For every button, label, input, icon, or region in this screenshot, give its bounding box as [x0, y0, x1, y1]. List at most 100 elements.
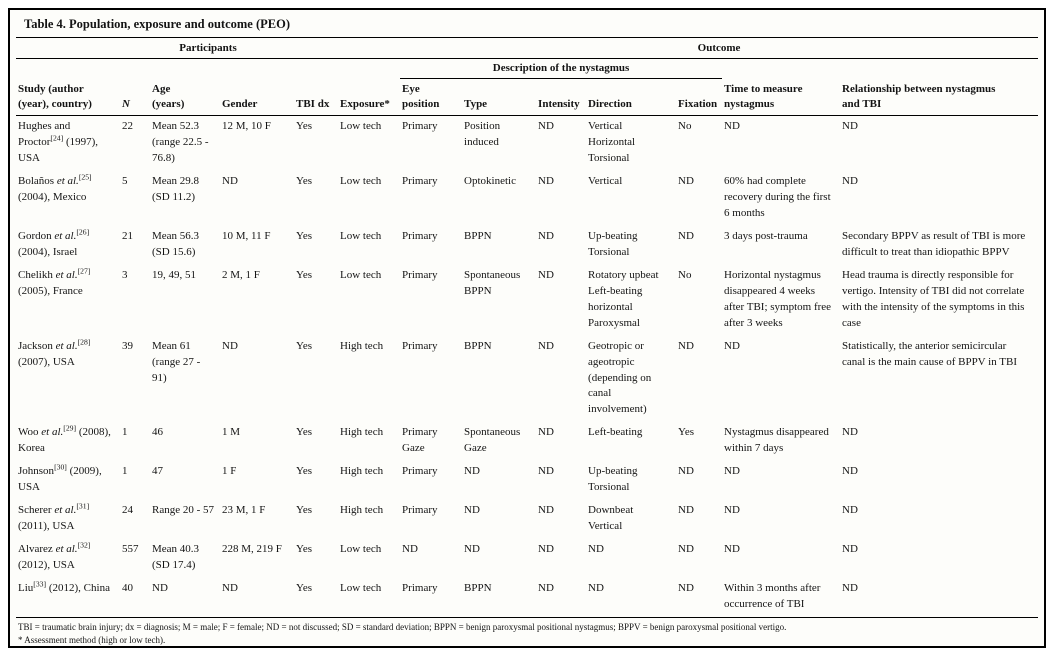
table-cell: Up-beating Torsional: [588, 465, 638, 494]
table-cell: 2 M, 1 F: [222, 268, 260, 281]
group-participants: Participants: [16, 38, 401, 59]
table-cell: ND: [842, 120, 858, 133]
table-cell: Yes: [296, 581, 313, 594]
table-cell: 1: [122, 465, 128, 478]
table-cell: Bolaños et al.[25] (2004), Mexico: [18, 172, 92, 204]
table-cell: ND: [678, 339, 694, 352]
table-cell: 47: [152, 465, 163, 478]
table-cell: Geotropic or ageotropic (depending on ca…: [588, 339, 652, 416]
footnotes: TBI = traumatic brain injury; dx = diagn…: [16, 616, 1038, 646]
table-row: Jackson et al.[28] (2007), USA 39 Mean 61 …: [16, 336, 1038, 423]
table-cell: ND: [538, 120, 554, 133]
table-cell: Low tech: [340, 581, 382, 594]
table-cell: ND: [152, 581, 168, 594]
col-header-age: Age (years): [150, 78, 220, 117]
table-cell: 40: [122, 581, 133, 594]
col-header-direction: Direction: [586, 78, 677, 117]
table-cell: 19, 49, 51: [152, 268, 196, 281]
table-cell: Mean 61 (range 27 - 91): [152, 339, 201, 384]
col-header-exposure: Exposure*: [338, 78, 401, 117]
table-cell: Primary: [402, 339, 438, 352]
table-cell: Yes: [296, 504, 313, 517]
table-row: Hughes and Proctor[24] (1997), USA 22 Mean…: [16, 116, 1038, 171]
table-cell: ND: [678, 175, 694, 188]
table-cell: ND: [464, 504, 480, 517]
table-cell: ND: [222, 175, 238, 188]
table-row: Johnson[30] (2009), USA 1 47 1 F Yes High tec…: [16, 461, 1038, 500]
table-cell: Yes: [678, 426, 695, 439]
table-cell: ND: [538, 175, 554, 188]
table-cell: 5: [122, 175, 128, 188]
table-cell: Yes: [296, 120, 313, 133]
column-header-row: Study (author (year), country) N Age (ye…: [16, 78, 1038, 117]
table-cell: ND: [678, 542, 694, 555]
table-cell: No: [678, 268, 692, 281]
table-cell: ND: [588, 542, 604, 555]
table-cell: ND: [678, 465, 694, 478]
table-cell: Primary: [402, 268, 438, 281]
col-header-study: Study (author (year), country): [16, 78, 120, 117]
table-row: Alvarez et al.[32] (2012), USA 557 Mean 40…: [16, 539, 1038, 578]
table-cell: ND: [678, 581, 694, 594]
table-cell: ND: [464, 542, 480, 555]
table-cell: 12 M, 10 F: [222, 120, 271, 133]
table-cell: ND: [538, 581, 554, 594]
table-cell: Hughes and Proctor[24] (1997), USA: [18, 120, 99, 165]
table-cell: Johnson[30] (2009), USA: [18, 462, 102, 494]
table-cell: Statistically, the anterior semicircular…: [842, 339, 1018, 368]
group-header-row: Participants Outcome: [16, 38, 1038, 59]
table-cell: Position induced: [464, 120, 501, 149]
table-cell: Primary: [402, 175, 438, 188]
table-cell: Yes: [296, 268, 313, 281]
table-cell: 1 F: [222, 465, 237, 478]
table-cell: 24: [122, 504, 133, 517]
table-cell: 22: [122, 120, 133, 133]
table-cell: Jackson et al.[28] (2007), USA: [18, 336, 91, 368]
table-cell: Yes: [296, 339, 313, 352]
table-cell: Mean 56.3 (SD 15.6): [152, 230, 200, 258]
table-cell: ND: [222, 339, 238, 352]
col-header-fixation: Fixation: [676, 78, 723, 117]
table-cell: Low tech: [340, 120, 382, 133]
table-cell: Alvarez et al.[32] (2012), USA: [18, 540, 91, 571]
table-cell: Vertical: [588, 175, 623, 188]
col-header-eye-position: Eye position: [400, 78, 463, 117]
table-cell: ND: [842, 175, 858, 188]
table-cell: ND: [464, 465, 480, 478]
table-cell: 228 M, 219 F: [222, 542, 282, 555]
table-cell: Secondary BPPV as result of TBI is more …: [842, 230, 1026, 258]
table-cell: 46: [152, 426, 163, 439]
table-cell: ND: [724, 120, 740, 133]
table-cell: Mean 52.3 (range 22.5 - 76.8): [152, 120, 209, 165]
table-cell: Chelikh et al.[27] (2005), France: [18, 266, 91, 297]
table-cell: 3 days post-trauma: [724, 230, 808, 242]
table-cell: Yes: [296, 465, 313, 478]
table-cell: BPPN: [464, 339, 492, 352]
table-cell: ND: [538, 542, 554, 555]
table-row: Woo et al.[29] (2008), Korea 1 46 1 M Yes Hig…: [16, 422, 1038, 461]
peo-table: Participants Outcome Description of the …: [16, 38, 1038, 617]
table-cell: Mean 40.3 (SD 17.4): [152, 542, 200, 571]
table-cell: Woo et al.[29] (2008), Korea: [18, 423, 111, 455]
table-cell: No: [678, 120, 692, 133]
table-row: Liu[33] (2012), China 40 ND ND Yes Low tech Pr…: [16, 578, 1038, 617]
table-cell: ND: [842, 426, 858, 439]
table-body: Hughes and Proctor[24] (1997), USA 22 Mean…: [16, 116, 1038, 617]
table-cell: 23 M, 1 F: [222, 504, 266, 517]
table-row: Bolaños et al.[25] (2004), Mexico 5 Mean 2…: [16, 171, 1038, 226]
table-cell: 557: [122, 542, 139, 555]
table-cell: Primary: [402, 581, 438, 594]
subgroup-header-row: Description of the nystagmus: [16, 58, 1038, 79]
table-cell: High tech: [340, 504, 384, 517]
paper-table-figure: Table 4. Population, exposure and outcom…: [8, 8, 1046, 648]
table-cell: Vertical Horizontal Torsional: [588, 120, 636, 165]
footnote-exposure-asterisk: * Assessment method (high or low tech).: [18, 634, 166, 645]
table-cell: ND: [588, 581, 604, 594]
table-cell: ND: [842, 465, 858, 478]
table-cell: Left-beating: [588, 426, 643, 439]
footnote-abbreviations: TBI = traumatic brain injury; dx = diagn…: [18, 621, 787, 632]
table-cell: ND: [842, 581, 858, 594]
subgroup-spacer-left: [16, 58, 400, 78]
table-cell: Optokinetic: [464, 175, 516, 188]
table-cell: High tech: [340, 339, 384, 352]
